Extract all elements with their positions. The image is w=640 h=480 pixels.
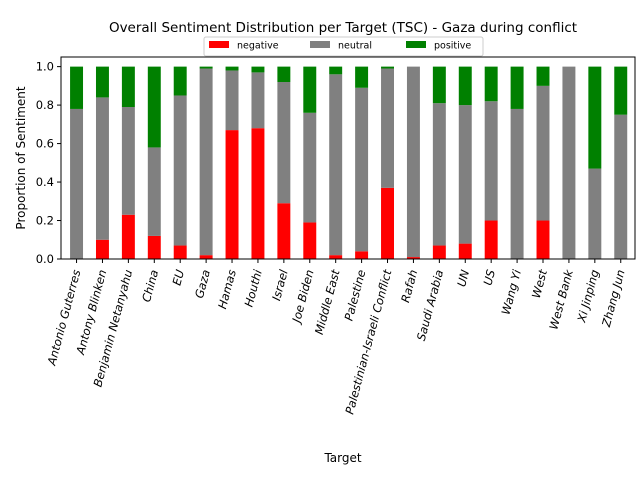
bar-neutral bbox=[70, 108, 84, 259]
bar-positive bbox=[199, 66, 213, 69]
legend-label-negative: negative bbox=[237, 41, 279, 52]
bar-negative bbox=[355, 251, 369, 259]
bar-positive bbox=[121, 66, 135, 108]
legend: negative neutral positive bbox=[203, 36, 484, 57]
bar-positive bbox=[95, 66, 109, 98]
bar-neutral bbox=[329, 74, 343, 256]
y-tick-label: 0.8 bbox=[36, 98, 54, 112]
x-tick-label: Hamas bbox=[215, 268, 239, 310]
bar-positive bbox=[251, 66, 265, 73]
bar-negative bbox=[199, 255, 213, 259]
chart-title: Overall Sentiment Distribution per Targe… bbox=[109, 20, 577, 36]
x-tick-label: Joe Biden bbox=[289, 268, 317, 326]
bar-negative bbox=[225, 130, 239, 259]
y-tick-label: 0.0 bbox=[36, 252, 54, 266]
bar-negative bbox=[95, 239, 109, 259]
bar-positive bbox=[147, 66, 161, 148]
x-tick-label: Xi Jinping bbox=[574, 268, 602, 324]
bar-neutral bbox=[588, 168, 602, 259]
x-tick-label: Israel bbox=[269, 267, 291, 302]
x-tick-label: China bbox=[139, 268, 161, 303]
bar-neutral bbox=[95, 97, 109, 240]
bar-neutral bbox=[562, 66, 576, 259]
bar-negative bbox=[484, 220, 498, 259]
bar-neutral bbox=[536, 85, 550, 221]
y-tick-label: 0.6 bbox=[36, 137, 54, 151]
y-tick-label: 0.2 bbox=[36, 214, 54, 228]
bar-neutral bbox=[121, 107, 135, 215]
bar-neutral bbox=[225, 70, 239, 131]
bar-neutral bbox=[277, 82, 291, 204]
x-tick-label: West Bank bbox=[546, 267, 576, 331]
bar-neutral bbox=[355, 87, 369, 252]
bar-neutral bbox=[614, 114, 628, 259]
bar-neutral bbox=[432, 103, 446, 246]
y-axis: 0.0 0.2 0.4 0.6 0.8 1.0 bbox=[36, 60, 61, 266]
bar-negative bbox=[277, 203, 291, 259]
x-tick-label: US bbox=[480, 268, 498, 287]
bar-negative bbox=[536, 220, 550, 259]
bar-negative bbox=[121, 214, 135, 259]
x-tick-label: Rafah bbox=[398, 268, 420, 304]
bar-negative bbox=[381, 187, 394, 259]
bar-positive bbox=[510, 66, 524, 109]
bar-positive bbox=[432, 66, 446, 104]
bar-neutral bbox=[510, 108, 524, 259]
bar-neutral bbox=[381, 68, 394, 188]
legend-swatch-positive bbox=[406, 41, 426, 48]
x-axis-label: Target bbox=[323, 451, 361, 465]
y-tick-label: 0.4 bbox=[36, 175, 54, 189]
bar-positive bbox=[588, 66, 602, 169]
bar-positive bbox=[173, 66, 187, 96]
x-tick-label: Zhang Jun bbox=[599, 268, 628, 329]
bar-negative bbox=[458, 243, 472, 259]
x-tick-label: Wang Yi bbox=[499, 267, 525, 316]
y-tick-label: 1.0 bbox=[36, 60, 54, 74]
bar-positive bbox=[381, 66, 394, 69]
bar-negative bbox=[329, 255, 343, 259]
x-tick-label: Palestine bbox=[341, 268, 368, 322]
bar-positive bbox=[355, 66, 369, 88]
bar-positive bbox=[70, 66, 84, 109]
bar-neutral bbox=[406, 66, 420, 258]
x-tick-label: Gaza bbox=[192, 268, 213, 300]
x-tick-label: Houthi bbox=[241, 267, 265, 308]
x-tick-label: West bbox=[529, 268, 550, 300]
bar-positive bbox=[458, 66, 472, 106]
bar-neutral bbox=[199, 68, 213, 256]
plot-frame bbox=[60, 56, 636, 260]
bar-neutral bbox=[458, 105, 472, 244]
legend-label-positive: positive bbox=[434, 41, 471, 52]
legend-label-neutral: neutral bbox=[338, 41, 372, 52]
x-tick-label: Saudi Arabia bbox=[414, 268, 446, 342]
bar-positive bbox=[225, 66, 239, 71]
y-axis-label: Proportion of Sentiment bbox=[14, 86, 28, 229]
bar-negative bbox=[147, 235, 161, 259]
bar-neutral bbox=[147, 147, 161, 236]
x-tick-label: Middle East bbox=[312, 268, 343, 336]
bar-positive bbox=[614, 66, 628, 115]
bar-positive bbox=[329, 66, 343, 75]
bar-negative bbox=[303, 222, 317, 259]
legend-swatch-neutral bbox=[310, 41, 330, 48]
bar-neutral bbox=[173, 95, 187, 246]
bar-negative bbox=[432, 245, 446, 259]
bar-neutral bbox=[484, 101, 498, 221]
x-tick-label: EU bbox=[170, 268, 188, 287]
bars-group bbox=[70, 66, 628, 259]
bar-positive bbox=[303, 66, 317, 113]
bar-negative bbox=[406, 257, 420, 259]
x-tick-label: UN bbox=[454, 268, 472, 288]
bar-positive bbox=[484, 66, 498, 102]
legend-swatch-negative bbox=[209, 41, 229, 48]
bar-neutral bbox=[251, 72, 265, 129]
bar-negative bbox=[173, 245, 187, 259]
bar-negative bbox=[251, 128, 265, 259]
bar-positive bbox=[536, 66, 550, 86]
bar-positive bbox=[277, 66, 291, 83]
bar-neutral bbox=[303, 112, 317, 223]
